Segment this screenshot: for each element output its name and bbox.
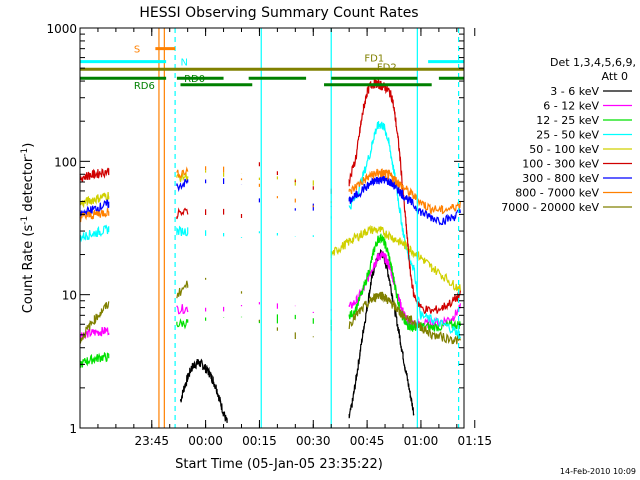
x-tick-label-6: 01:15 — [457, 434, 492, 448]
series-line-2 — [79, 233, 461, 368]
legend-label-0: 3 - 6 keV — [550, 85, 599, 98]
x-tick-label-1: 00:00 — [188, 434, 223, 448]
x-tick-label-5: 01:00 — [404, 434, 439, 448]
series-line-0 — [179, 248, 415, 423]
flare-flag-0: FD1 — [364, 54, 384, 65]
legend-label-3: 25 - 50 keV — [536, 129, 599, 142]
plot-frame — [79, 27, 465, 429]
timestamp: 14-Feb-2010 10:09 — [560, 467, 636, 476]
legend-label-6: 300 - 800 keV — [522, 172, 599, 185]
state-bar-label-1: N — [180, 58, 187, 69]
legend-label-8: 7000 - 20000 keV — [501, 201, 599, 214]
legend-label-5: 100 - 300 keV — [522, 158, 599, 171]
legend-label-4: 50 - 100 keV — [529, 143, 599, 156]
legend-label-7: 800 - 7000 keV — [515, 187, 599, 200]
series-line-3 — [79, 121, 461, 339]
y-axis-label: Count Rate (s-1 detector-1) — [20, 143, 36, 314]
y-tick-label-2: 100 — [54, 155, 77, 169]
flare-flag-1: FD2 — [377, 63, 397, 74]
series-line-6 — [79, 175, 461, 226]
legend-header-line-1: Det 1,3,4,5,6,9, — [550, 56, 636, 69]
x-axis-label: Start Time (05-Jan-05 23:35:22) — [175, 457, 383, 472]
state-bar-label-4: RD6 — [134, 81, 155, 92]
chart-title: HESSI Observing Summary Count Rates — [139, 5, 418, 21]
y-tick-label-1: 10 — [62, 289, 77, 303]
state-bar-label-3: RD0 — [184, 74, 205, 85]
legend-label-2: 12 - 25 keV — [536, 114, 599, 127]
x-tick-label-2: 00:15 — [242, 434, 277, 448]
y-tick-label-3: 1000 — [46, 22, 77, 36]
series-line-1 — [79, 251, 461, 340]
x-tick-label-3: 00:30 — [296, 434, 331, 448]
legend-label-1: 6 - 12 keV — [543, 100, 599, 113]
legend-header-line-2: Att 0 — [602, 70, 628, 83]
x-tick-label-0: 23:45 — [134, 434, 169, 448]
x-tick-label-4: 00:45 — [350, 434, 385, 448]
y-tick-label-0: 1 — [69, 422, 77, 436]
state-bar-label-0: S — [134, 45, 140, 56]
